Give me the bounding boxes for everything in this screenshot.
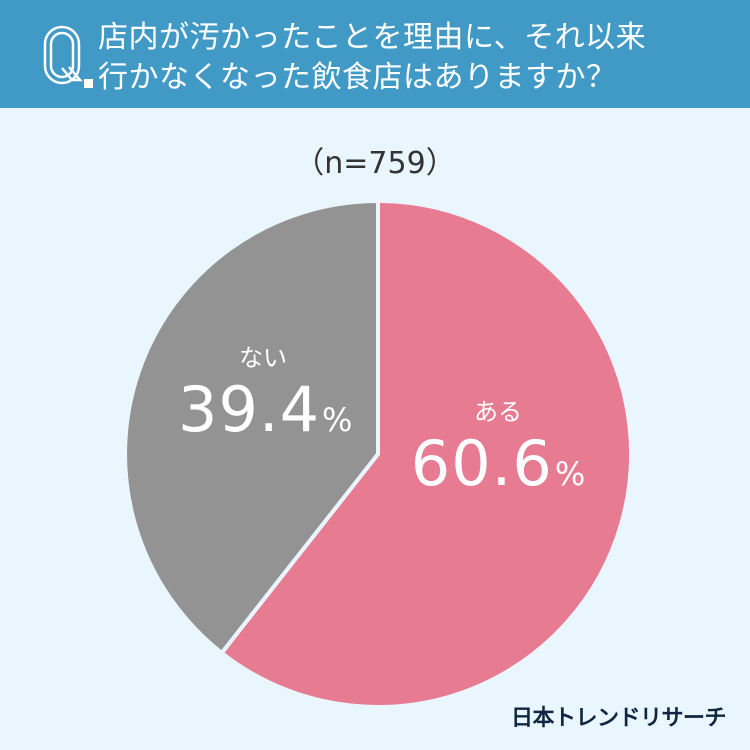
slice-aru	[218, 198, 634, 709]
sample-size: （n=759）	[294, 146, 456, 181]
q-icon	[43, 25, 93, 88]
slice-category: ない	[239, 344, 287, 372]
slice-unit: %	[554, 455, 586, 493]
question-line-2: 行かなくなった飲食店はありますか？	[98, 60, 617, 95]
slice-value: 60.6	[410, 427, 553, 500]
slice-label-aru: ある 60.6%	[408, 392, 588, 500]
slice-nai	[123, 198, 380, 656]
slice-category: ある	[474, 398, 522, 426]
slice-value: 39.4	[178, 373, 321, 446]
question-header: 店内が汚かったことを理由に、それ以来 行かなくなった飲食店はありますか？	[0, 0, 750, 108]
slice-label-nai: ない 39.4%	[178, 338, 352, 446]
brand-logo: 日本トレンドリサーチ	[510, 706, 727, 731]
question-title: 店内が汚かったことを理由に、それ以来 行かなくなった飲食店はありますか？	[98, 18, 646, 98]
slice-unit: %	[322, 401, 353, 439]
question-line-1: 店内が汚かったことを理由に、それ以来	[98, 20, 647, 55]
